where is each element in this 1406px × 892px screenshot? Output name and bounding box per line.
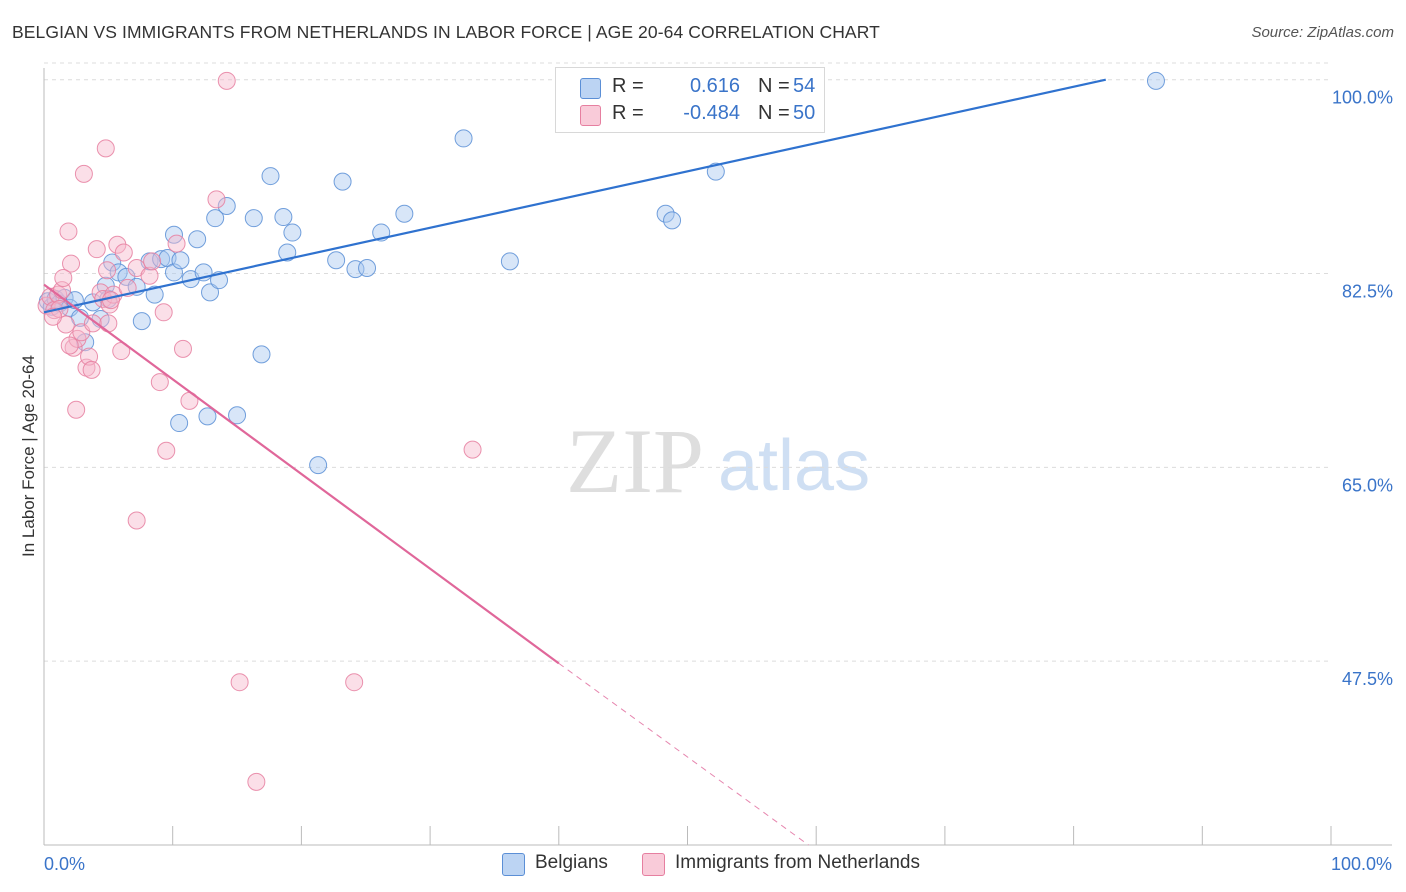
netherlands-trend-line-extension xyxy=(558,662,809,846)
netherlands-point xyxy=(143,252,162,271)
y-tick-label: 65.0% xyxy=(1342,475,1393,495)
belgians-point xyxy=(145,285,164,304)
netherlands-point xyxy=(150,373,169,392)
netherlands-point xyxy=(80,347,99,366)
netherlands-point xyxy=(140,266,159,285)
netherlands-point xyxy=(60,336,79,355)
belgians-point xyxy=(171,251,190,270)
tick-labels: 47.5% 65.0% 82.5% 100.0% 0.0% 100.0% xyxy=(44,88,1393,874)
x-tick-label-max: 100.0% xyxy=(1331,854,1392,874)
netherlands-point xyxy=(83,314,102,333)
r-label: R = xyxy=(612,102,644,124)
netherlands-point xyxy=(74,164,93,183)
netherlands-point xyxy=(345,673,364,692)
netherlands-point xyxy=(167,234,186,253)
belgians-point xyxy=(346,260,365,279)
belgians-point xyxy=(188,230,207,249)
n-value: 50 xyxy=(793,102,816,124)
belgians-point xyxy=(252,345,271,364)
belgians-point xyxy=(309,456,328,475)
belgians-point xyxy=(283,223,302,242)
netherlands-point xyxy=(62,254,81,273)
netherlands-point xyxy=(98,261,117,280)
netherlands-point xyxy=(173,339,192,358)
belgians-point xyxy=(663,211,682,230)
watermark-atlas: atlas xyxy=(718,426,870,506)
r-label: R = xyxy=(612,75,644,97)
belgians-point xyxy=(706,162,725,181)
netherlands-point xyxy=(217,71,236,90)
belgians-trend-line xyxy=(43,78,1107,314)
netherlands-point xyxy=(87,240,106,259)
y-tick-label: 82.5% xyxy=(1342,282,1393,302)
netherlands-point xyxy=(247,772,266,791)
netherlands-point xyxy=(207,190,226,209)
belgians-point xyxy=(228,406,247,425)
r-value: -0.484 xyxy=(683,102,740,124)
n-label: N = xyxy=(758,102,790,124)
netherlands-trend-line xyxy=(43,283,560,665)
n-value: 54 xyxy=(793,75,816,97)
belgians-point xyxy=(395,204,414,223)
axes xyxy=(43,68,1392,846)
belgians-point xyxy=(656,204,675,223)
grid-lines xyxy=(44,62,1331,662)
legend-swatch-pink xyxy=(642,853,665,876)
data-points xyxy=(37,71,1165,791)
belgians-point xyxy=(278,243,297,262)
correlation-legend: R = 0.616 N = 54 R = -0.484 N = 50 xyxy=(555,67,825,133)
netherlands-point xyxy=(96,139,115,158)
source-credit: Source: ZipAtlas.com xyxy=(1251,24,1394,41)
belgians-point xyxy=(327,251,346,270)
zipatlas-watermark: ZIP atlas xyxy=(566,410,870,512)
netherlands-point xyxy=(114,243,133,262)
legend-swatch-pink xyxy=(580,105,601,126)
belgians-point xyxy=(201,283,220,302)
belgians-point xyxy=(333,172,352,191)
belgians-point xyxy=(206,209,225,228)
chart-title: BELGIAN VS IMMIGRANTS FROM NETHERLANDS I… xyxy=(12,22,880,42)
legend-label: Immigrants from Netherlands xyxy=(675,852,920,873)
r-value: 0.616 xyxy=(689,75,740,97)
belgians-point xyxy=(217,196,236,215)
netherlands-point xyxy=(82,360,101,379)
belgians-point xyxy=(274,208,293,227)
x-tick-label-min: 0.0% xyxy=(44,854,85,874)
netherlands-point xyxy=(154,303,173,322)
belgians-point xyxy=(1146,71,1165,90)
belgians-point xyxy=(500,252,519,271)
netherlands-point xyxy=(101,291,120,310)
netherlands-point xyxy=(54,268,73,287)
legend-swatch-blue xyxy=(502,853,525,876)
belgians-point xyxy=(358,258,377,277)
netherlands-point xyxy=(127,511,146,530)
netherlands-point xyxy=(99,314,118,333)
belgians-point xyxy=(244,209,263,228)
series-legend: Belgians Immigrants from Netherlands xyxy=(0,852,1406,878)
netherlands-point xyxy=(44,307,63,326)
belgians-point xyxy=(261,167,280,186)
netherlands-point xyxy=(157,441,176,460)
netherlands-point xyxy=(230,673,249,692)
netherlands-point xyxy=(463,440,482,459)
y-tick-label: 100.0% xyxy=(1332,88,1393,108)
trend-lines xyxy=(43,78,1107,846)
n-label: N = xyxy=(758,75,790,97)
legend-label: Belgians xyxy=(535,852,608,873)
watermark-zip: ZIP xyxy=(566,410,704,512)
belgians-point xyxy=(198,407,217,426)
y-tick-label: 47.5% xyxy=(1342,669,1393,689)
netherlands-point xyxy=(59,222,78,241)
belgians-point xyxy=(454,129,473,148)
netherlands-point xyxy=(67,400,86,419)
belgians-point xyxy=(132,312,151,331)
legend-swatch-blue xyxy=(580,78,601,99)
belgians-point xyxy=(170,414,189,433)
